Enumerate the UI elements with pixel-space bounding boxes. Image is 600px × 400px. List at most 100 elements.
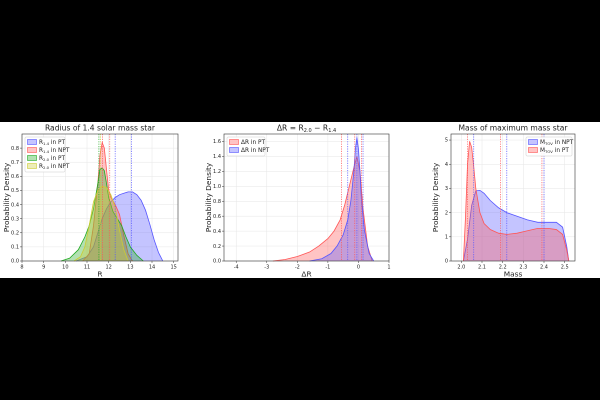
y-tick-label: 5 [445, 138, 448, 144]
legend-swatch [27, 147, 37, 153]
x-tick-label: 2.5 [561, 265, 569, 271]
plot-frame [223, 133, 390, 262]
series-area-1 [309, 137, 374, 261]
legend-label: R1.4 in NPT [39, 148, 70, 154]
y-tick-label: 2 [445, 210, 448, 216]
legend-label-base: R [39, 140, 43, 146]
legend-label-subscript: TOV [544, 141, 553, 146]
figure-panel: 8 9 10 11 12 13 14 15 0.0 0.1 0.2 0.3 0.4 0.5 0.6 0.7 0.… [0, 122, 600, 279]
x-tick-label: -1 [325, 265, 330, 271]
legend-label-subscript: 2.0 [43, 157, 50, 162]
legend-label-subscript: 1.4 [43, 141, 50, 146]
series-line-3 [73, 185, 129, 262]
x-tick-label: 13 [127, 265, 133, 271]
y-tick-label: 0.2 [213, 244, 221, 250]
series-line-0 [463, 189, 570, 262]
legend-label-rest: in NPT [553, 140, 574, 146]
y-tick-label: 1.4 [213, 154, 221, 160]
legend-label-rest: in PT [249, 140, 265, 146]
plot-p3: 2.0 2.1 2.2 2.3 2.4 2.5 0 1 2 3 4 5 Mass of maximum … [431, 124, 576, 279]
legend-label-base: ΔR [241, 148, 249, 154]
legend-label-base: M [540, 148, 545, 154]
series-area-0 [272, 156, 373, 261]
x-tick-label: 1 [387, 265, 390, 271]
legend-label: R2.0 in PT [39, 156, 66, 162]
y-tick-label: 0.6 [11, 174, 19, 180]
legend-label-base: R [39, 156, 43, 162]
figure-svg: 8 9 10 11 12 13 14 150.00.10.20.30.40.50.60.70.… [2, 124, 576, 279]
y-tick-label: 0.4 [11, 202, 19, 208]
x-tick-label: 12 [105, 265, 111, 271]
y-tick-label: 1.0 [213, 184, 221, 190]
legend-label: ΔR in NPT [241, 148, 270, 154]
legend-swatch [229, 147, 239, 153]
y-tick-label: 0 [445, 259, 448, 265]
chart-title: Mass of maximum mass star [458, 124, 568, 133]
y-tick-label: 0.8 [11, 146, 19, 152]
x-tick-label: 2.1 [478, 265, 486, 271]
plot-frame [21, 133, 179, 262]
legend-label-subscript: 2.0 [43, 165, 50, 170]
legend-label-base: R [39, 164, 43, 170]
y-tick-label: 0.0 [213, 259, 221, 265]
legend-swatch [229, 139, 239, 145]
y-tick-label: 3 [445, 186, 448, 192]
title-part: − R [312, 124, 329, 133]
legend-label: R2.0 in NPT [39, 164, 70, 170]
x-tick-label: 9 [42, 265, 45, 271]
legend-label-rest: in PT [49, 140, 65, 146]
legend-label-base: M [540, 140, 545, 146]
legend-label: R1.4 in PT [39, 140, 66, 146]
x-tick-label: 11 [84, 265, 90, 271]
legend-label-rest: in PT [553, 148, 569, 154]
x-axis-label: ΔR [301, 270, 311, 279]
x-tick-label: 2.3 [519, 265, 527, 271]
x-tick-label: -4 [234, 265, 239, 271]
y-tick-label: 0.1 [11, 245, 19, 251]
y-tick-label: 0.8 [213, 199, 221, 205]
legend-label-subscript: TOV [544, 149, 553, 154]
chart-title: ΔR = R2.0 − R1.4 [277, 124, 336, 135]
series-area-3 [74, 186, 129, 261]
y-tick-label: 1.2 [213, 169, 221, 175]
x-axis-label: R [97, 270, 102, 279]
legend-swatch [528, 139, 538, 145]
y-tick-label: 0.0 [11, 259, 19, 265]
series-area-1 [463, 141, 569, 261]
plot-p2: -4 -3 -2 -1 0 1 0.0 0.2 0.4 0.6 0.8 1.0 1.2 1.4 1.6 ΔR … [204, 124, 391, 279]
legend-label: MTOV in NPT [540, 140, 574, 146]
y-axis-label: Probability Density [431, 162, 440, 232]
x-tick-label: 2.2 [499, 265, 507, 271]
legend-box [226, 136, 266, 157]
series-area-2 [61, 167, 144, 261]
legend-label-rest: in PT [49, 156, 65, 162]
x-tick-label: 15 [170, 265, 176, 271]
y-tick-label: 0.4 [213, 229, 221, 235]
legend-swatch [27, 139, 37, 145]
y-tick-label: 0.6 [213, 214, 221, 220]
legend-label-rest: in NPT [49, 148, 70, 154]
legend-label-base: ΔR [241, 140, 249, 146]
legend-swatch [528, 147, 538, 153]
series-area-0 [76, 191, 163, 261]
legend-label: MTOV in PT [540, 148, 569, 154]
y-axis-label: Probability Density [204, 162, 213, 232]
x-tick-label: 0 [357, 265, 360, 271]
y-tick-label: 4 [445, 162, 448, 168]
y-tick-label: 0.7 [11, 160, 19, 166]
series-area-0 [463, 190, 569, 261]
y-axis-label: Probability Density [2, 162, 11, 232]
x-tick-label: 10 [62, 265, 68, 271]
x-tick-label: -3 [264, 265, 269, 271]
x-tick-label: 2.4 [540, 265, 548, 271]
legend-label-base: R [39, 148, 43, 154]
series-line-2 [60, 167, 144, 262]
y-tick-label: 0.5 [11, 188, 19, 194]
title-subscript: 2.0 [304, 128, 312, 134]
x-tick-label: -2 [295, 265, 300, 271]
x-tick-label: 2.0 [457, 265, 465, 271]
y-tick-label: 0.2 [11, 230, 19, 236]
y-tick-label: 1 [445, 235, 448, 241]
y-tick-label: 0.3 [11, 216, 19, 222]
